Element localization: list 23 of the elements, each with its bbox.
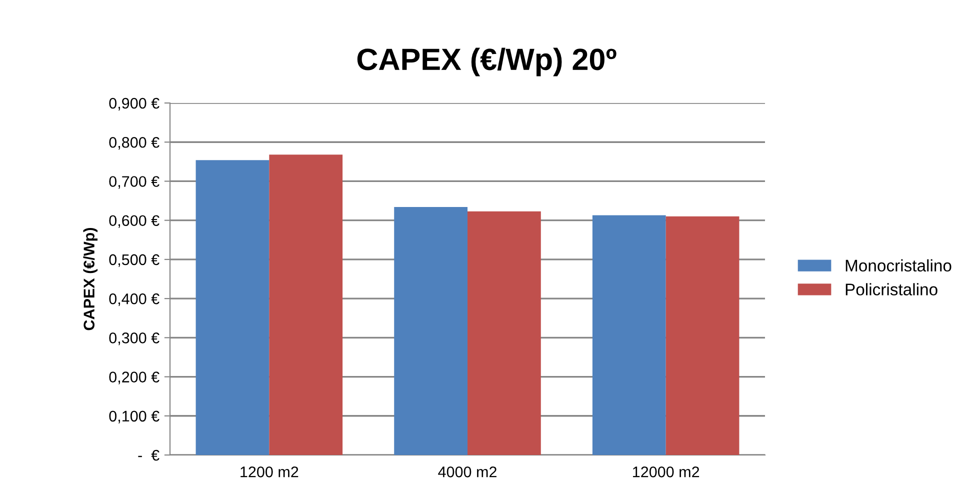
bar	[196, 160, 270, 455]
y-tick-label: 0,300 €	[109, 332, 160, 346]
y-axis-title: CAPEX (€/Wp)	[83, 228, 98, 330]
y-tick-label: 0,200 €	[109, 372, 160, 384]
bar	[394, 207, 468, 455]
y-tick-label: - €	[138, 450, 160, 461]
y-tick-label: 0,700 €	[109, 176, 160, 189]
x-tick-label: 12000 m2	[633, 466, 700, 478]
legend-label: Policristalino	[846, 283, 938, 296]
chart-title: CAPEX (€/Wp) 20º	[357, 48, 616, 76]
x-tick-label: 1200 m2	[240, 466, 298, 478]
bar	[592, 215, 666, 455]
y-tick-label: 0,600 €	[109, 215, 160, 228]
bar	[666, 216, 740, 455]
y-tick-label: 0,800 €	[109, 136, 160, 150]
y-tick-label: 0,400 €	[109, 293, 160, 306]
bar	[269, 154, 343, 455]
bar	[468, 211, 541, 455]
y-tick-label: 0,500 €	[109, 254, 160, 267]
y-tick-label: 0,900 €	[109, 98, 160, 110]
y-tick-label: 0,100 €	[109, 410, 160, 424]
legend-label: Monocristalino	[846, 259, 952, 272]
x-tick-label: 4000 m2	[438, 466, 496, 478]
